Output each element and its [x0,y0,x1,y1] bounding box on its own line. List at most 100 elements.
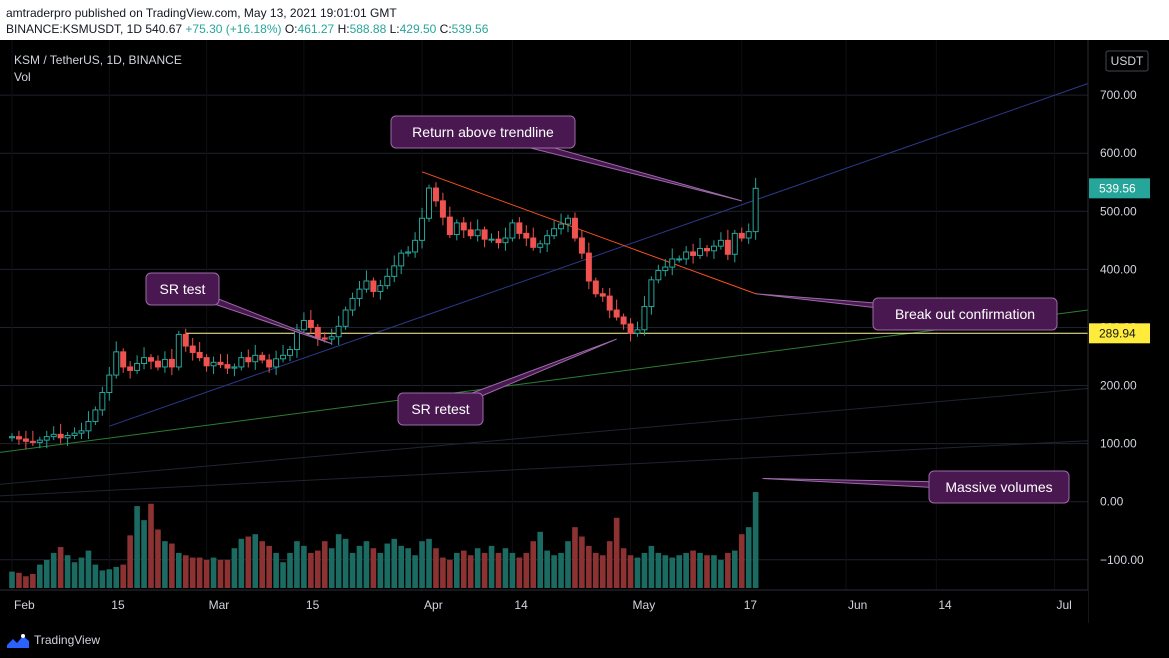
volume-bar [467,555,474,588]
candle-body [405,251,412,254]
volume-bar [127,535,133,588]
candle-body [641,306,648,331]
volume-bar [481,552,488,588]
callout-box [928,470,1070,504]
volume-bar [266,545,272,588]
candle-body [752,187,759,233]
y-tick-label: −100.00 [1100,553,1144,567]
price-label-text: 289.94 [1099,326,1136,340]
candle-body [168,358,175,368]
callout-box [397,392,484,426]
candle-body [259,354,266,361]
candle-body [697,247,704,256]
volume-bar [579,536,585,588]
volume-bar [78,557,85,588]
volume-bar [502,548,509,588]
volume-bar [321,541,328,588]
candle-body [502,237,509,244]
volume-bar [328,548,335,588]
candle-body [599,293,606,297]
volume-bar [294,541,300,588]
ascending-trendline [109,83,1089,427]
candle-body [189,345,196,353]
price-chart[interactable]: Return above trendline SR test SR retest Br… [0,40,1169,623]
annotation-callout[interactable]: Break out confirmation [755,293,1058,331]
candle-body [648,279,655,308]
volume-bar [315,550,321,588]
volume-bar [593,552,599,588]
volume-bar [648,545,655,588]
candle-body [266,359,273,368]
volume-bar [182,555,189,588]
volume-bar [690,550,696,588]
volume-bar [523,552,530,588]
price-label-text: 539.56 [1099,181,1136,195]
low-value: 429.50 [399,22,437,36]
candle-body [57,433,64,439]
candle-body [377,285,384,292]
annotation-callout[interactable]: SR retest [397,338,617,426]
volume-bar [196,557,203,588]
volume-bar [641,552,648,588]
annotation-callout[interactable]: Massive volumes [762,470,1070,504]
y-tick-label: 200.00 [1100,379,1137,393]
candle-body [252,354,259,363]
x-axis[interactable]: Feb 15 Mar 15 Apr 14 May 17 Jun 14 Jul [14,598,1072,612]
volume-bar [148,503,154,588]
volume-bar [732,550,738,588]
volume-bar [377,552,384,588]
footer-bar: TradingView [0,623,1169,658]
volume-bar [169,543,175,588]
candle-body [516,222,523,234]
candle-body [391,265,398,277]
volume-bar [495,552,502,588]
volume-bar [224,559,231,588]
currency-label: USDT [1111,54,1144,68]
volume-bar [537,531,543,588]
volume-bar [210,557,217,588]
candle-body [300,319,307,331]
candle-body [273,358,280,368]
annotation-callout[interactable]: Return above trendline [390,115,742,202]
volume-bar [43,559,50,588]
candle-body [606,295,613,311]
volume-bar [627,555,634,588]
tradingview-logo-icon [7,634,29,648]
close-label: C: [439,22,452,36]
faint-trendline [0,440,1089,497]
change-value: +75.30 (+16.18%) [185,22,282,36]
tradingview-brand[interactable]: TradingView [34,633,101,647]
header-bar: amtraderpro published on TradingView.com… [0,0,1169,40]
volume-bar [176,552,182,588]
candle-body [307,319,314,328]
candle-body [113,351,120,376]
candle-body [134,362,141,371]
x-tick-label: Apr [424,598,443,612]
currency-button[interactable] [1105,50,1149,72]
volume-bar [676,555,682,588]
candle-body [523,232,530,239]
candle-body [15,436,22,440]
volume-bar [99,570,106,588]
volume-bar [238,538,245,588]
candle-body [106,374,113,394]
annotation-text: Break out confirmation [895,306,1035,322]
candle-body [64,434,71,439]
candle-body [43,436,50,441]
close-value: 539.56 [451,22,489,36]
annotation-text: Massive volumes [945,479,1052,495]
candle-body [384,275,391,287]
volume-bar [447,559,453,588]
candle-body [182,333,189,347]
annotation-callout[interactable]: SR test [145,272,332,345]
x-tick-label: 15 [111,598,125,612]
volume-bar [745,527,752,588]
candle-body [154,360,161,368]
candle-body [460,222,467,231]
candle-body [217,361,224,366]
candle-body [592,280,599,295]
candle-body [724,239,731,255]
volume-bar [57,547,64,588]
volume-bar [599,555,606,588]
y-axis[interactable]: 700.00600.00500.00400.00300.00200.00100.… [1089,88,1150,567]
